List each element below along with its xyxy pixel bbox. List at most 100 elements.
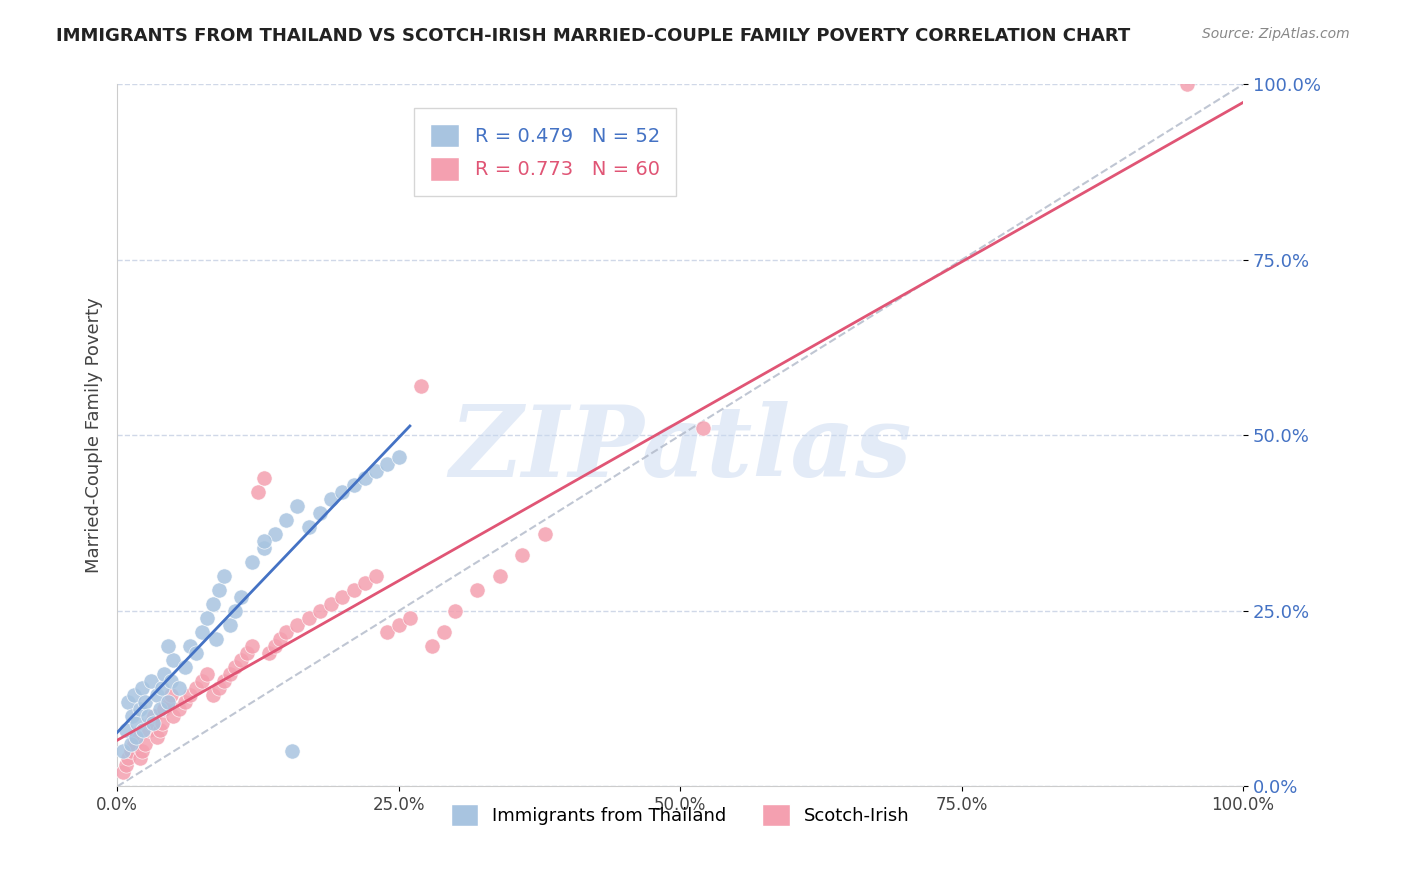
Scotch-Irish xyxy=(512,548,534,562)
Scotch-Irish xyxy=(167,702,190,716)
Scotch-Irish xyxy=(342,582,364,597)
Scotch-Irish xyxy=(285,618,308,632)
Immigrants from Thailand xyxy=(330,484,353,499)
Immigrants from Thailand xyxy=(149,702,172,716)
Immigrants from Thailand xyxy=(121,709,143,723)
Immigrants from Thailand xyxy=(111,744,134,758)
Immigrants from Thailand xyxy=(120,737,142,751)
Scotch-Irish xyxy=(377,625,399,640)
Scotch-Irish xyxy=(399,611,422,625)
Immigrants from Thailand xyxy=(115,723,138,738)
Scotch-Irish xyxy=(120,744,142,758)
Scotch-Irish xyxy=(388,618,411,632)
Immigrants from Thailand xyxy=(377,457,399,471)
Scotch-Irish xyxy=(184,681,207,696)
Scotch-Irish xyxy=(489,569,512,583)
Scotch-Irish xyxy=(534,526,557,541)
Immigrants from Thailand xyxy=(134,695,156,709)
Immigrants from Thailand xyxy=(153,667,176,681)
Scotch-Irish xyxy=(224,660,246,674)
Scotch-Irish xyxy=(134,737,156,751)
Scotch-Irish xyxy=(297,611,319,625)
Immigrants from Thailand xyxy=(142,716,165,731)
Immigrants from Thailand xyxy=(274,513,297,527)
Scotch-Irish xyxy=(246,484,269,499)
Scotch-Irish xyxy=(240,639,263,653)
Scotch-Irish xyxy=(149,723,172,738)
Immigrants from Thailand xyxy=(297,519,319,533)
Immigrants from Thailand xyxy=(212,569,235,583)
Scotch-Irish xyxy=(127,731,149,745)
Immigrants from Thailand xyxy=(131,681,153,696)
Scotch-Irish xyxy=(229,653,252,667)
Legend: Immigrants from Thailand, Scotch-Irish: Immigrants from Thailand, Scotch-Irish xyxy=(443,797,917,834)
Immigrants from Thailand xyxy=(150,681,173,696)
Immigrants from Thailand xyxy=(184,646,207,660)
Immigrants from Thailand xyxy=(156,695,179,709)
Scotch-Irish xyxy=(411,379,433,393)
Immigrants from Thailand xyxy=(388,450,411,464)
Scotch-Irish xyxy=(207,681,229,696)
Scotch-Irish xyxy=(263,639,285,653)
Scotch-Irish xyxy=(139,716,162,731)
Scotch-Irish xyxy=(269,632,291,646)
Scotch-Irish xyxy=(257,646,280,660)
Immigrants from Thailand xyxy=(128,702,150,716)
Immigrants from Thailand xyxy=(132,723,155,738)
Scotch-Irish xyxy=(150,716,173,731)
Immigrants from Thailand xyxy=(201,597,224,611)
Scotch-Irish xyxy=(235,646,257,660)
Scotch-Irish xyxy=(117,751,139,765)
Scotch-Irish xyxy=(330,590,353,604)
Text: ZIPatlas: ZIPatlas xyxy=(449,401,911,498)
Scotch-Irish xyxy=(366,569,388,583)
Scotch-Irish xyxy=(433,625,456,640)
Text: IMMIGRANTS FROM THAILAND VS SCOTCH-IRISH MARRIED-COUPLE FAMILY POVERTY CORRELATI: IMMIGRANTS FROM THAILAND VS SCOTCH-IRISH… xyxy=(56,27,1130,45)
Scotch-Irish xyxy=(173,695,195,709)
Immigrants from Thailand xyxy=(308,506,330,520)
Scotch-Irish xyxy=(153,702,176,716)
Scotch-Irish xyxy=(354,575,377,590)
Scotch-Irish xyxy=(1175,78,1198,92)
Immigrants from Thailand xyxy=(240,555,263,569)
Immigrants from Thailand xyxy=(354,470,377,484)
Immigrants from Thailand xyxy=(145,688,167,702)
Text: Source: ZipAtlas.com: Source: ZipAtlas.com xyxy=(1202,27,1350,41)
Scotch-Irish xyxy=(252,470,274,484)
Scotch-Irish xyxy=(138,723,160,738)
Immigrants from Thailand xyxy=(224,604,246,618)
Scotch-Irish xyxy=(115,758,138,772)
Immigrants from Thailand xyxy=(207,582,229,597)
Immigrants from Thailand xyxy=(263,526,285,541)
Scotch-Irish xyxy=(218,667,240,681)
Immigrants from Thailand xyxy=(139,674,162,689)
Immigrants from Thailand xyxy=(122,688,145,702)
Immigrants from Thailand xyxy=(117,695,139,709)
Immigrants from Thailand xyxy=(319,491,342,506)
Y-axis label: Married-Couple Family Poverty: Married-Couple Family Poverty xyxy=(86,298,103,574)
Immigrants from Thailand xyxy=(179,639,201,653)
Immigrants from Thailand xyxy=(190,625,212,640)
Scotch-Irish xyxy=(179,688,201,702)
Immigrants from Thailand xyxy=(205,632,228,646)
Immigrants from Thailand xyxy=(218,618,240,632)
Immigrants from Thailand xyxy=(127,716,149,731)
Scotch-Irish xyxy=(160,688,183,702)
Immigrants from Thailand xyxy=(160,674,183,689)
Scotch-Irish xyxy=(156,695,179,709)
Immigrants from Thailand xyxy=(252,541,274,555)
Immigrants from Thailand xyxy=(285,499,308,513)
Immigrants from Thailand xyxy=(252,533,274,548)
Scotch-Irish xyxy=(145,731,167,745)
Scotch-Irish xyxy=(122,737,145,751)
Scotch-Irish xyxy=(131,744,153,758)
Scotch-Irish xyxy=(308,604,330,618)
Immigrants from Thailand xyxy=(156,639,179,653)
Scotch-Irish xyxy=(692,421,714,435)
Scotch-Irish xyxy=(201,688,224,702)
Immigrants from Thailand xyxy=(125,731,148,745)
Scotch-Irish xyxy=(195,667,218,681)
Immigrants from Thailand xyxy=(195,611,218,625)
Scotch-Irish xyxy=(128,751,150,765)
Scotch-Irish xyxy=(190,674,212,689)
